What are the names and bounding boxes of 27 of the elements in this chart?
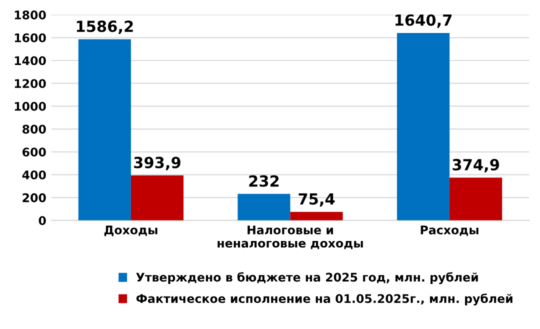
data-label: 75,4: [298, 193, 335, 207]
bar: [290, 212, 343, 220]
bar: [238, 194, 290, 220]
bar: [130, 175, 184, 220]
y-tick-label: 1600: [14, 33, 46, 42]
data-label: 374,9: [452, 158, 500, 172]
x-tick-label: Налоговые и неналоговые доходы: [218, 226, 363, 250]
y-tick-label: 200: [22, 193, 46, 202]
y-tick-label: 600: [22, 148, 46, 157]
legend-label: Утверждено в бюджете на 2025 год, млн. рублей: [136, 272, 478, 284]
data-label: 393,9: [134, 156, 180, 170]
x-tick-label: Расходы: [420, 226, 478, 236]
bar: [450, 178, 502, 220]
data-label: 232: [249, 175, 279, 187]
y-tick-label: 1800: [14, 10, 46, 20]
y-tick-label: 400: [22, 170, 46, 180]
bar: [78, 39, 131, 220]
x-tick-label: Доходы: [104, 226, 158, 236]
y-tick-label: 1200: [14, 79, 46, 88]
y-tick-label: 1000: [14, 102, 46, 111]
y-tick-label: 0: [38, 216, 46, 226]
data-label: 1640,7: [396, 14, 452, 28]
y-tick-label: 800: [22, 124, 46, 134]
bar: [396, 33, 450, 220]
legend-label: Фактическое исполнение на 01.05.2025г., млн. рублей: [136, 294, 512, 306]
y-tick-label: 1400: [14, 56, 46, 66]
data-label: 1586,2: [76, 20, 133, 34]
